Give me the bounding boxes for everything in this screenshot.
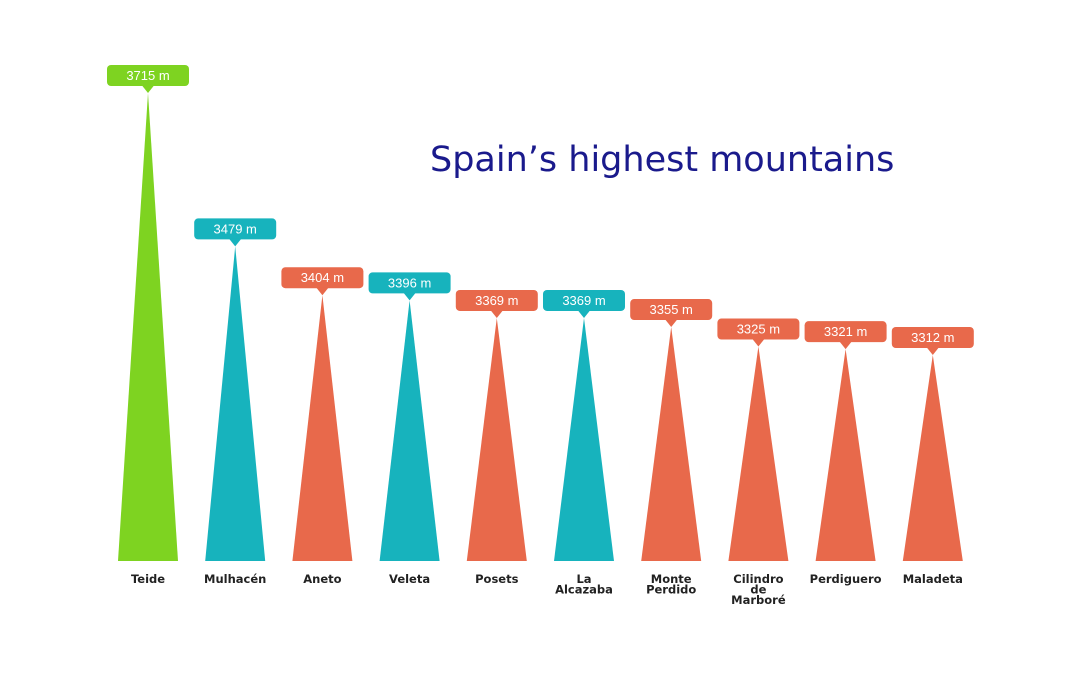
peak-mark (641, 327, 702, 561)
peak-mark (205, 246, 266, 562)
category-label: Posets (475, 572, 518, 586)
peak-mark (902, 355, 963, 561)
value-badge-pointer (578, 310, 590, 318)
value-badge-box (107, 65, 189, 86)
data-label: 3369 m (475, 293, 518, 308)
value-badge: 3479 m (194, 218, 277, 247)
data-label: 3355 m (650, 302, 693, 317)
value-badge-box (804, 321, 887, 343)
category-label: Perdiguero (810, 572, 882, 586)
value-badge: 3312 m (891, 327, 974, 355)
value-badge-pointer (926, 347, 939, 355)
value-badge-pointer (229, 238, 242, 247)
peak-mark (815, 349, 876, 561)
category-label-line: Teide (131, 572, 165, 586)
peak-mark (466, 317, 527, 561)
value-badge-box (455, 289, 538, 311)
data-label: 3715 m (126, 68, 169, 83)
category-label-line: Perdido (646, 583, 696, 597)
data-label: 3321 m (824, 324, 867, 339)
category-label: Veleta (389, 572, 430, 586)
category-label: Mulhacén (204, 572, 266, 586)
category-label-line: de (750, 583, 766, 597)
category-label: Maladeta (903, 572, 963, 586)
category-label: Aneto (303, 572, 341, 586)
category-label-line: Mulhacén (204, 572, 266, 586)
value-badge: 3369 m (543, 289, 625, 318)
value-badge-pointer (839, 341, 852, 350)
data-label: 3396 m (388, 275, 431, 290)
category-label-line: Perdiguero (810, 572, 882, 586)
value-badge-pointer (752, 339, 765, 347)
category-label-line: Cilindro (733, 572, 783, 586)
value-badge-box (630, 299, 713, 321)
category-label-line: Marboré (731, 593, 786, 607)
category-label: Cilindro de Marboré (731, 572, 786, 607)
peak-mark (379, 300, 440, 561)
value-badge-box (891, 327, 974, 348)
value-badge: 3355 m (630, 299, 713, 328)
value-badge-box (368, 272, 451, 294)
value-badge-box (194, 218, 277, 240)
value-badge: 3369 m (455, 289, 538, 318)
data-label: 3404 m (301, 270, 344, 285)
category-label: Teide (131, 572, 165, 586)
value-badge: 3325 m (717, 318, 800, 347)
value-badge-box (543, 289, 625, 311)
data-label: 3325 m (737, 322, 780, 337)
data-label: 3369 m (562, 293, 605, 308)
value-badge-pointer (403, 292, 416, 301)
category-label-line: Aneto (303, 572, 341, 586)
peak-mark (292, 295, 353, 561)
data-label: 3479 m (214, 221, 257, 236)
peak-mark (728, 346, 789, 561)
value-badge-pointer (142, 85, 154, 93)
category-label-line: Alcazaba (555, 583, 613, 597)
value-badge-box (281, 267, 364, 289)
value-badge-pointer (490, 310, 503, 318)
peak-mark (118, 93, 178, 561)
value-badge: 3404 m (281, 267, 364, 296)
category-label-line: La (576, 572, 591, 586)
chart-title: Spain’s highest mountains (430, 140, 895, 180)
value-badge-pointer (665, 319, 678, 328)
value-badge-box (717, 318, 800, 340)
category-label-line: Maladeta (903, 572, 963, 586)
peak-mark (554, 317, 614, 561)
data-label: 3312 m (911, 330, 954, 345)
value-badge: 3396 m (368, 272, 451, 301)
category-label: La Alcazaba (555, 572, 613, 597)
category-label-line: Veleta (389, 572, 430, 586)
category-label: Monte Perdido (646, 572, 696, 597)
value-badge: 3321 m (804, 321, 887, 350)
category-label-line: Posets (475, 572, 518, 586)
category-label-line: Monte (651, 572, 692, 586)
value-badge: 3715 m (107, 65, 189, 93)
value-badge-pointer (316, 287, 329, 296)
